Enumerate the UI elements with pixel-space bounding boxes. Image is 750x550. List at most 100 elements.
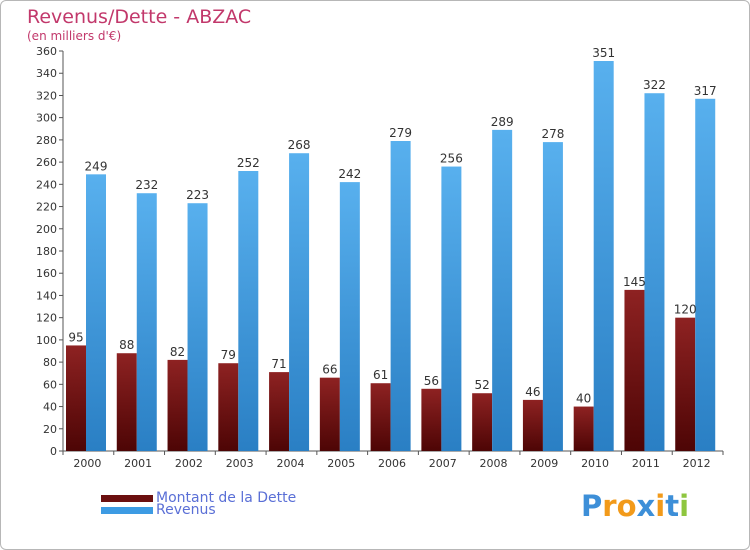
bar-label-dette: 145 <box>623 275 646 289</box>
x-tick-label: 2003 <box>226 457 254 470</box>
bar-dette <box>218 363 239 451</box>
y-tick-label: 260 <box>36 156 57 169</box>
logo-letter: x <box>636 489 656 523</box>
x-tick-label: 2002 <box>175 457 203 470</box>
bar-revenus <box>289 153 310 451</box>
x-tick-label: 2008 <box>480 457 508 470</box>
bar-dette <box>573 406 594 451</box>
bar-revenus <box>238 171 259 451</box>
bar-label-dette: 40 <box>576 392 591 406</box>
y-tick-label: 140 <box>36 289 57 302</box>
y-tick-label: 280 <box>36 134 57 147</box>
x-tick-label: 2012 <box>683 457 711 470</box>
x-tick-label: 2004 <box>276 457 304 470</box>
bar-label-dette: 52 <box>475 378 490 392</box>
bar-label-revenus: 279 <box>389 126 412 140</box>
proxiti-logo: Proxiti <box>581 489 689 523</box>
x-tick-label: 2006 <box>378 457 406 470</box>
legend-swatch-revenus <box>101 506 153 514</box>
x-tick-label: 2001 <box>124 457 152 470</box>
bar-label-dette: 120 <box>674 303 697 317</box>
legend-label-dette: Montant de la Dette <box>156 490 297 506</box>
logo-letter: t <box>665 489 680 523</box>
chart-labels: 95 249 88 232 82 223 79 252 71 268 66 242 61 279 56 256… <box>68 46 716 406</box>
x-tick-label: 2000 <box>73 457 101 470</box>
bar-label-dette: 56 <box>424 374 439 388</box>
bar-label-revenus: 252 <box>237 156 260 170</box>
y-tick-label: 160 <box>36 267 57 280</box>
bar-label-revenus: 223 <box>186 188 209 202</box>
legend-swatch-dette <box>101 494 153 502</box>
bar-revenus <box>441 166 462 452</box>
x-tick-label: 2007 <box>429 457 457 470</box>
bar-revenus <box>492 129 513 451</box>
bar-label-revenus: 317 <box>694 84 717 98</box>
y-tick-label: 60 <box>43 378 57 391</box>
bar-dette <box>66 345 86 451</box>
bar-dette <box>421 388 442 451</box>
y-tick-label: 320 <box>36 89 57 102</box>
y-tick-label: 20 <box>43 423 57 436</box>
y-tick-label: 240 <box>36 178 57 191</box>
logo-letter: r <box>602 489 617 523</box>
y-tick-label: 80 <box>43 356 57 369</box>
x-tick-label: 2009 <box>530 457 558 470</box>
bar-revenus <box>339 182 360 451</box>
y-tick-label: 360 <box>36 45 57 58</box>
y-tick-label: 200 <box>36 223 57 236</box>
bar-label-dette: 46 <box>525 385 540 399</box>
bar-revenus <box>86 174 106 452</box>
bar-label-revenus: 249 <box>85 159 108 173</box>
bar-label-revenus: 242 <box>338 167 361 181</box>
chart-bars <box>66 61 716 452</box>
logo-letter: P <box>581 489 603 523</box>
logo-letter: i <box>655 489 666 523</box>
bar-revenus <box>695 98 716 452</box>
bar-label-revenus: 232 <box>135 178 158 192</box>
y-tick-label: 340 <box>36 67 57 80</box>
bar-dette <box>116 353 137 451</box>
bar-revenus <box>187 203 208 451</box>
bar-label-revenus: 278 <box>541 127 564 141</box>
bar-label-revenus: 256 <box>440 152 463 166</box>
bar-label-revenus: 351 <box>592 46 615 60</box>
bar-dette <box>370 383 391 451</box>
bar-label-dette: 79 <box>221 348 236 362</box>
legend-label-revenus: Revenus <box>156 502 216 518</box>
bar-revenus <box>644 93 665 451</box>
bar-label-dette: 61 <box>373 368 388 382</box>
y-tick-label: 180 <box>36 245 57 258</box>
x-tick-label: 2005 <box>327 457 355 470</box>
bar-dette <box>675 317 696 451</box>
y-tick-label: 0 <box>50 445 57 458</box>
bar-label-dette: 66 <box>322 363 337 377</box>
bar-revenus <box>390 141 411 451</box>
chart-subtitle: (en milliers d'€) <box>27 29 122 43</box>
logo-letter: o <box>616 489 637 523</box>
y-tick-label: 120 <box>36 312 57 325</box>
bar-label-dette: 71 <box>271 357 286 371</box>
y-tick-label: 100 <box>36 334 57 347</box>
bar-dette <box>472 393 493 451</box>
bar-label-dette: 88 <box>119 338 134 352</box>
x-tick-label: 2010 <box>581 457 609 470</box>
bar-label-revenus: 289 <box>491 115 514 129</box>
y-tick-label: 220 <box>36 201 57 214</box>
bar-label-revenus: 322 <box>643 78 666 92</box>
bar-dette <box>167 359 188 451</box>
logo-letter: i <box>679 489 690 523</box>
bar-revenus <box>542 142 563 451</box>
bar-revenus <box>593 61 614 451</box>
bar-dette <box>522 399 543 451</box>
bar-revenus <box>136 193 157 451</box>
bar-dette <box>269 372 290 451</box>
legend-item-revenus: Revenus <box>101 502 216 518</box>
bar-label-dette: 95 <box>68 330 83 344</box>
y-tick-label: 300 <box>36 112 57 125</box>
y-tick-label: 40 <box>43 401 57 414</box>
legend-item-dette: Montant de la Dette <box>101 490 296 506</box>
bar-dette <box>624 289 645 451</box>
bar-label-revenus: 268 <box>288 138 311 152</box>
